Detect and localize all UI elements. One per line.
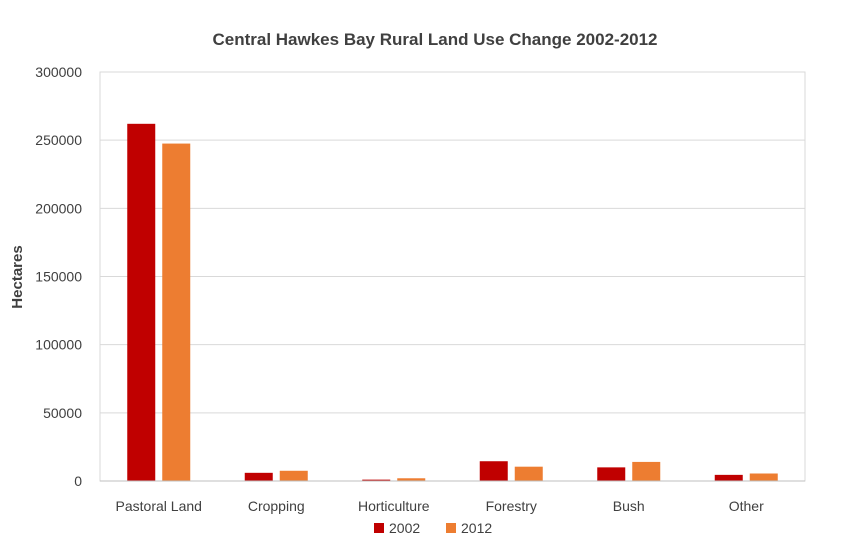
y-axis-label: Hectares — [9, 245, 26, 308]
y-tick-label-50000: 50000 — [43, 405, 82, 421]
gridlines — [99, 71, 806, 482]
legend-label-2002: 2002 — [389, 520, 420, 536]
bar-forestry-2012 — [514, 466, 543, 481]
y-tick-label-0: 0 — [74, 473, 82, 489]
chart-title: Central Hawkes Bay Rural Land Use Change… — [212, 30, 657, 49]
y-tick-label-200000: 200000 — [35, 200, 82, 216]
bar-pastoral-land-2002 — [127, 123, 156, 481]
x-tick-label-forestry: Forestry — [486, 498, 537, 514]
bar-pastoral-land-2012 — [162, 143, 191, 481]
legend-swatch-2002 — [374, 523, 384, 533]
y-axis-tick-labels: 0 50000 100000 150000 200000 250000 300000 — [35, 64, 82, 489]
y-tick-label-300000: 300000 — [35, 64, 82, 80]
x-tick-label-cropping: Cropping — [248, 498, 305, 514]
x-tick-label-pastoral-land: Pastoral Land — [116, 498, 202, 514]
bar-bush-2012 — [632, 461, 661, 481]
legend-label-2012: 2012 — [461, 520, 492, 536]
bar-other-2002 — [714, 474, 743, 481]
bar-cropping-2002 — [244, 472, 273, 481]
y-tick-label-250000: 250000 — [35, 132, 82, 148]
y-tick-label-100000: 100000 — [35, 337, 82, 353]
x-tick-label-other: Other — [729, 498, 764, 514]
y-tick-label-150000: 150000 — [35, 269, 82, 285]
bar-other-2012 — [749, 473, 778, 481]
legend-swatch-2012 — [446, 523, 456, 533]
bar-forestry-2002 — [479, 461, 508, 481]
bars — [127, 123, 778, 481]
bar-horticulture-2012 — [397, 478, 426, 481]
bar-bush-2002 — [597, 467, 626, 481]
bar-horticulture-2002 — [362, 479, 391, 481]
legend: 2002 2012 — [374, 520, 492, 536]
bar-cropping-2012 — [279, 470, 308, 481]
x-tick-label-horticulture: Horticulture — [358, 498, 430, 514]
x-axis-tick-labels: Pastoral Land Cropping Horticulture Forestr… — [116, 498, 765, 514]
x-tick-label-bush: Bush — [613, 498, 645, 514]
